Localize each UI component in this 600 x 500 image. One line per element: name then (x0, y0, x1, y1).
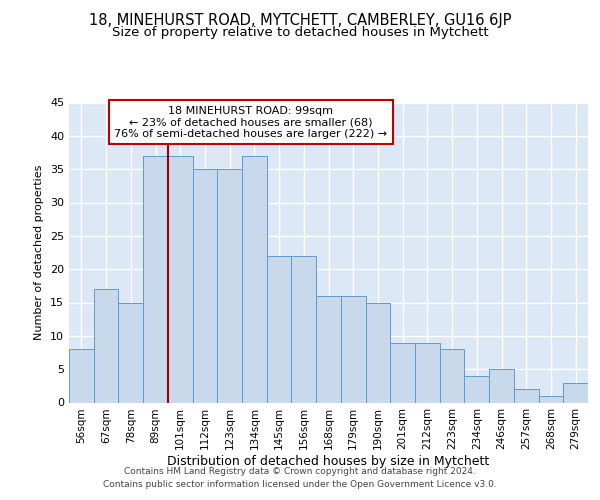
Y-axis label: Number of detached properties: Number of detached properties (34, 165, 44, 340)
Bar (292, 256, 316, 402)
Bar (563, 382, 588, 402)
Bar (415, 342, 440, 402)
Bar (464, 376, 489, 402)
Bar (242, 156, 267, 402)
X-axis label: Distribution of detached houses by size in Mytchett: Distribution of detached houses by size … (167, 455, 490, 468)
Bar (267, 256, 292, 402)
Bar (514, 389, 539, 402)
Bar (539, 396, 563, 402)
Text: Contains HM Land Registry data © Crown copyright and database right 2024.: Contains HM Land Registry data © Crown c… (124, 467, 476, 476)
Bar (94, 289, 118, 403)
Text: 18 MINEHURST ROAD: 99sqm
← 23% of detached houses are smaller (68)
76% of semi-d: 18 MINEHURST ROAD: 99sqm ← 23% of detach… (114, 106, 387, 138)
Bar (489, 369, 514, 402)
Text: 18, MINEHURST ROAD, MYTCHETT, CAMBERLEY, GU16 6JP: 18, MINEHURST ROAD, MYTCHETT, CAMBERLEY,… (89, 12, 511, 28)
Bar (69, 349, 94, 403)
Bar (217, 169, 242, 402)
Text: Contains public sector information licensed under the Open Government Licence v3: Contains public sector information licen… (103, 480, 497, 489)
Bar (168, 156, 193, 402)
Bar (193, 169, 217, 402)
Bar (365, 302, 390, 402)
Bar (440, 349, 464, 403)
Bar (118, 302, 143, 402)
Text: Size of property relative to detached houses in Mytchett: Size of property relative to detached ho… (112, 26, 488, 39)
Bar (390, 342, 415, 402)
Bar (341, 296, 365, 403)
Bar (143, 156, 168, 402)
Bar (316, 296, 341, 403)
